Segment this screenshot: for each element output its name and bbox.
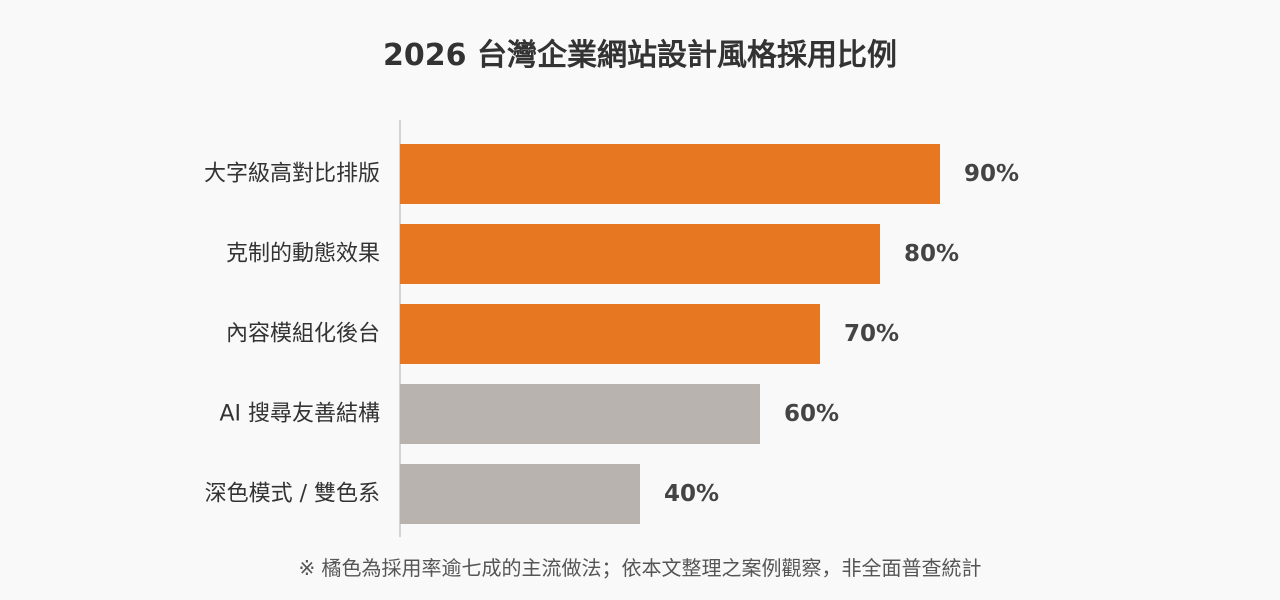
value-label-3: 70% (844, 321, 899, 347)
category-label-3: 內容模組化後台 (226, 322, 380, 347)
category-label-5: 深色模式 / 雙色系 (205, 482, 380, 507)
bar-5 (400, 464, 640, 524)
value-label-2: 80% (904, 241, 959, 267)
value-label-1: 90% (964, 161, 1019, 187)
category-label-1: 大字級高對比排版 (204, 162, 380, 187)
bar-2 (400, 224, 880, 284)
category-label-2: 克制的動態效果 (226, 242, 380, 267)
chart-footnote: ※ 橘色為採用率逾七成的主流做法；依本文整理之案例觀察，非全面普查統計 (298, 556, 982, 580)
bar-4 (400, 384, 760, 444)
category-label-4: AI 搜尋友善結構 (219, 402, 380, 427)
bar-3 (400, 304, 820, 364)
value-label-4: 60% (784, 401, 839, 427)
chart-title: 2026 台灣企業網站設計風格採用比例 (383, 38, 897, 73)
value-label-5: 40% (664, 481, 719, 507)
bar-1 (400, 144, 940, 204)
